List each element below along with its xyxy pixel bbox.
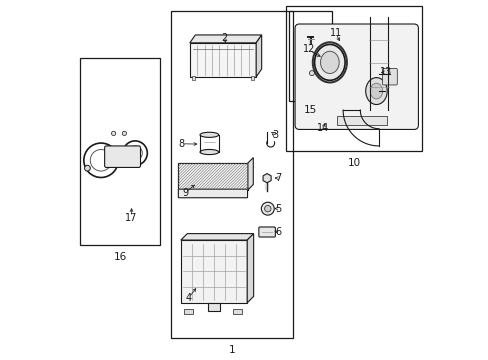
- Text: 8: 8: [178, 139, 184, 149]
- FancyBboxPatch shape: [258, 227, 275, 237]
- Polygon shape: [263, 174, 270, 183]
- Circle shape: [111, 131, 116, 135]
- Text: 10: 10: [346, 158, 360, 168]
- Text: 1: 1: [228, 345, 235, 355]
- Polygon shape: [189, 35, 261, 43]
- Circle shape: [308, 57, 313, 62]
- Text: 17: 17: [125, 213, 138, 222]
- Text: 9: 9: [182, 188, 188, 198]
- Polygon shape: [247, 158, 253, 190]
- Bar: [289, 12, 332, 101]
- Text: 12: 12: [302, 44, 315, 54]
- Bar: [313, 103, 333, 106]
- Circle shape: [261, 202, 274, 215]
- FancyBboxPatch shape: [178, 189, 247, 198]
- Text: 16: 16: [114, 252, 127, 262]
- FancyBboxPatch shape: [104, 146, 140, 167]
- Ellipse shape: [200, 132, 218, 138]
- Text: 3: 3: [271, 130, 278, 140]
- Bar: [80, 58, 160, 244]
- Text: 2: 2: [221, 33, 227, 43]
- FancyBboxPatch shape: [382, 68, 396, 85]
- Bar: [208, 303, 219, 311]
- Text: 5: 5: [275, 204, 281, 214]
- Circle shape: [84, 165, 90, 171]
- Circle shape: [305, 54, 316, 66]
- Bar: [178, 163, 247, 190]
- Ellipse shape: [314, 44, 345, 80]
- Bar: [232, 309, 241, 314]
- Ellipse shape: [320, 51, 339, 73]
- Bar: [189, 43, 256, 77]
- Ellipse shape: [365, 78, 386, 104]
- Bar: [178, 163, 247, 190]
- Polygon shape: [181, 234, 253, 240]
- Text: 4: 4: [185, 293, 192, 303]
- Bar: [313, 112, 333, 115]
- Text: 14: 14: [317, 123, 329, 133]
- Polygon shape: [337, 93, 341, 123]
- Circle shape: [264, 206, 270, 212]
- Bar: [285, 6, 421, 151]
- Ellipse shape: [200, 149, 218, 154]
- Bar: [184, 309, 193, 314]
- Bar: [313, 116, 333, 120]
- Bar: [171, 12, 292, 338]
- Text: 13: 13: [379, 67, 391, 77]
- Ellipse shape: [369, 83, 382, 99]
- Circle shape: [309, 71, 314, 76]
- FancyBboxPatch shape: [294, 24, 418, 130]
- Text: 15: 15: [304, 105, 317, 115]
- FancyBboxPatch shape: [307, 95, 338, 125]
- Bar: [191, 76, 195, 81]
- Circle shape: [122, 131, 126, 135]
- Text: 7: 7: [275, 173, 281, 183]
- Text: 11: 11: [329, 28, 342, 38]
- Polygon shape: [247, 234, 253, 303]
- Bar: [313, 108, 333, 111]
- Text: 6: 6: [275, 227, 281, 237]
- Polygon shape: [256, 35, 261, 77]
- Bar: [181, 240, 247, 303]
- Bar: [250, 76, 254, 81]
- Bar: [336, 116, 386, 125]
- Bar: [319, 91, 326, 96]
